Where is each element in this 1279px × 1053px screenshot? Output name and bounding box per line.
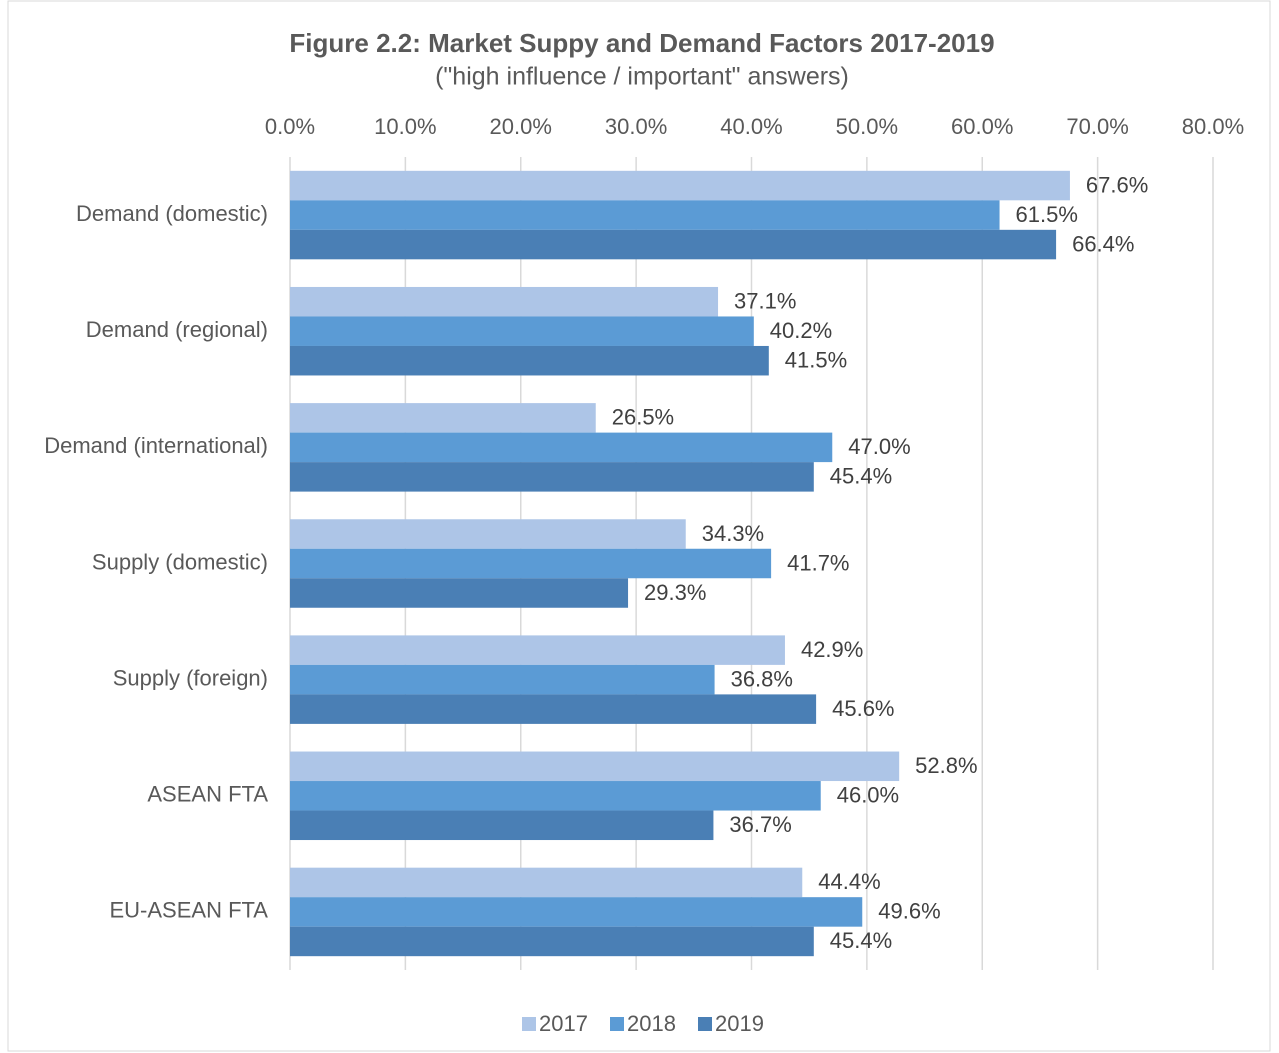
bar [290, 635, 785, 665]
x-tick-label: 0.0% [265, 114, 315, 139]
y-tick-label: ASEAN FTA [147, 782, 268, 807]
x-tick-label: 50.0% [836, 114, 898, 139]
bar [290, 432, 833, 463]
data-label: 44.4% [818, 869, 880, 894]
y-tick-label: Supply (foreign) [113, 665, 268, 690]
bar [290, 897, 863, 927]
bar [290, 345, 769, 376]
legend-swatch [522, 1017, 536, 1031]
bar [290, 867, 803, 898]
bar [290, 781, 821, 811]
x-tick-label: 40.0% [720, 114, 782, 139]
y-tick-label: EU-ASEAN FTA [109, 898, 268, 923]
legend-label: 2018 [627, 1011, 676, 1036]
y-tick-label: Demand (domestic) [76, 201, 268, 226]
x-tick-label: 10.0% [374, 114, 436, 139]
bar [290, 286, 719, 317]
data-label: 47.0% [848, 434, 910, 459]
bar [290, 200, 1000, 230]
data-label: 46.0% [837, 783, 899, 808]
bar [290, 403, 596, 433]
data-label: 36.8% [731, 666, 793, 691]
bar [290, 751, 900, 782]
x-tick-label: 80.0% [1182, 114, 1244, 139]
data-label: 49.6% [878, 899, 940, 924]
y-tick-label: Demand (international) [44, 433, 268, 458]
chart-title: Figure 2.2: Market Suppy and Demand Fact… [289, 28, 994, 58]
legend-swatch [698, 1017, 712, 1031]
data-label: 45.4% [830, 464, 892, 489]
bar [290, 810, 714, 841]
legend-label: 2019 [715, 1011, 764, 1036]
data-label: 40.2% [770, 318, 832, 343]
data-label: 41.5% [785, 348, 847, 373]
chart-subtitle: ("high influence / important" answers) [435, 63, 849, 91]
bar [290, 664, 715, 695]
x-tick-label: 60.0% [951, 114, 1013, 139]
bar [290, 170, 1070, 201]
data-label: 29.3% [644, 580, 706, 605]
data-label: 66.4% [1072, 231, 1134, 256]
data-label: 45.6% [832, 696, 894, 721]
bar [290, 229, 1057, 260]
data-label: 37.1% [734, 289, 796, 314]
bar [290, 926, 814, 957]
y-tick-label: Supply (domestic) [92, 549, 268, 574]
data-label: 61.5% [1016, 202, 1078, 227]
x-tick-label: 70.0% [1066, 114, 1128, 139]
legend-label: 2017 [539, 1011, 588, 1036]
data-label: 34.3% [702, 521, 764, 546]
y-tick-label: Demand (regional) [86, 317, 268, 342]
bar [290, 519, 686, 549]
data-label: 41.7% [787, 550, 849, 575]
bar [290, 316, 754, 346]
x-tick-label: 30.0% [605, 114, 667, 139]
data-label: 52.8% [915, 753, 977, 778]
data-label: 45.4% [830, 928, 892, 953]
x-tick-label: 20.0% [490, 114, 552, 139]
data-label: 42.9% [801, 637, 863, 662]
bar [290, 578, 629, 608]
bar [290, 462, 814, 492]
bar [290, 548, 772, 579]
legend-swatch [610, 1017, 624, 1031]
data-label: 36.7% [729, 812, 791, 837]
bar [290, 694, 817, 724]
data-label: 26.5% [612, 405, 674, 430]
data-label: 67.6% [1086, 172, 1148, 197]
